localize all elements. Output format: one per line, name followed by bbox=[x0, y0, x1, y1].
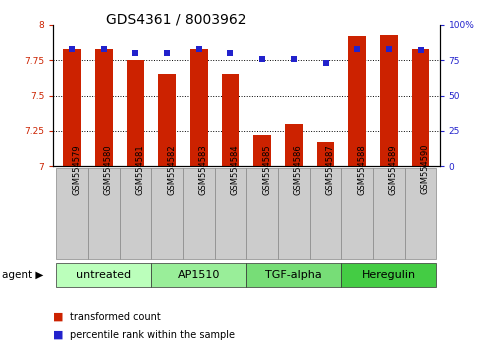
Text: AP1510: AP1510 bbox=[178, 270, 220, 280]
FancyBboxPatch shape bbox=[373, 168, 405, 259]
FancyBboxPatch shape bbox=[151, 263, 246, 287]
FancyBboxPatch shape bbox=[120, 168, 151, 259]
FancyBboxPatch shape bbox=[246, 263, 341, 287]
FancyBboxPatch shape bbox=[278, 168, 310, 259]
Text: GSM554581: GSM554581 bbox=[135, 144, 144, 194]
Text: transformed count: transformed count bbox=[70, 312, 161, 322]
Text: GSM554579: GSM554579 bbox=[72, 144, 81, 194]
Text: GSM554584: GSM554584 bbox=[230, 144, 240, 194]
Text: GSM554580: GSM554580 bbox=[104, 144, 113, 194]
Text: GSM554588: GSM554588 bbox=[357, 144, 366, 195]
FancyBboxPatch shape bbox=[405, 168, 436, 259]
Text: Heregulin: Heregulin bbox=[362, 270, 416, 280]
Bar bbox=[127, 60, 144, 166]
Bar bbox=[63, 49, 81, 166]
Bar bbox=[254, 135, 271, 166]
Text: GSM554589: GSM554589 bbox=[389, 144, 398, 194]
FancyBboxPatch shape bbox=[88, 168, 120, 259]
Text: GSM554585: GSM554585 bbox=[262, 144, 271, 194]
Text: GSM554582: GSM554582 bbox=[167, 144, 176, 194]
FancyBboxPatch shape bbox=[341, 168, 373, 259]
Text: GSM554583: GSM554583 bbox=[199, 144, 208, 195]
FancyBboxPatch shape bbox=[246, 168, 278, 259]
FancyBboxPatch shape bbox=[183, 168, 214, 259]
Bar bbox=[190, 49, 208, 166]
Bar bbox=[222, 74, 239, 166]
FancyBboxPatch shape bbox=[57, 263, 151, 287]
Bar bbox=[285, 124, 302, 166]
Text: GDS4361 / 8003962: GDS4361 / 8003962 bbox=[106, 12, 247, 27]
FancyBboxPatch shape bbox=[151, 168, 183, 259]
Bar bbox=[95, 49, 113, 166]
Text: untreated: untreated bbox=[76, 270, 131, 280]
Text: GSM554590: GSM554590 bbox=[421, 144, 429, 194]
Text: TGF-alpha: TGF-alpha bbox=[266, 270, 322, 280]
Text: GSM554586: GSM554586 bbox=[294, 144, 303, 195]
Text: ■: ■ bbox=[53, 330, 64, 339]
Text: agent ▶: agent ▶ bbox=[2, 270, 44, 280]
Bar bbox=[158, 74, 176, 166]
Text: ■: ■ bbox=[53, 312, 64, 322]
FancyBboxPatch shape bbox=[310, 168, 341, 259]
Text: percentile rank within the sample: percentile rank within the sample bbox=[70, 330, 235, 339]
Text: GSM554587: GSM554587 bbox=[326, 144, 335, 195]
FancyBboxPatch shape bbox=[57, 168, 88, 259]
Bar bbox=[380, 35, 398, 166]
FancyBboxPatch shape bbox=[341, 263, 436, 287]
FancyBboxPatch shape bbox=[214, 168, 246, 259]
Bar bbox=[348, 36, 366, 166]
Bar bbox=[317, 142, 334, 166]
Bar bbox=[412, 49, 429, 166]
